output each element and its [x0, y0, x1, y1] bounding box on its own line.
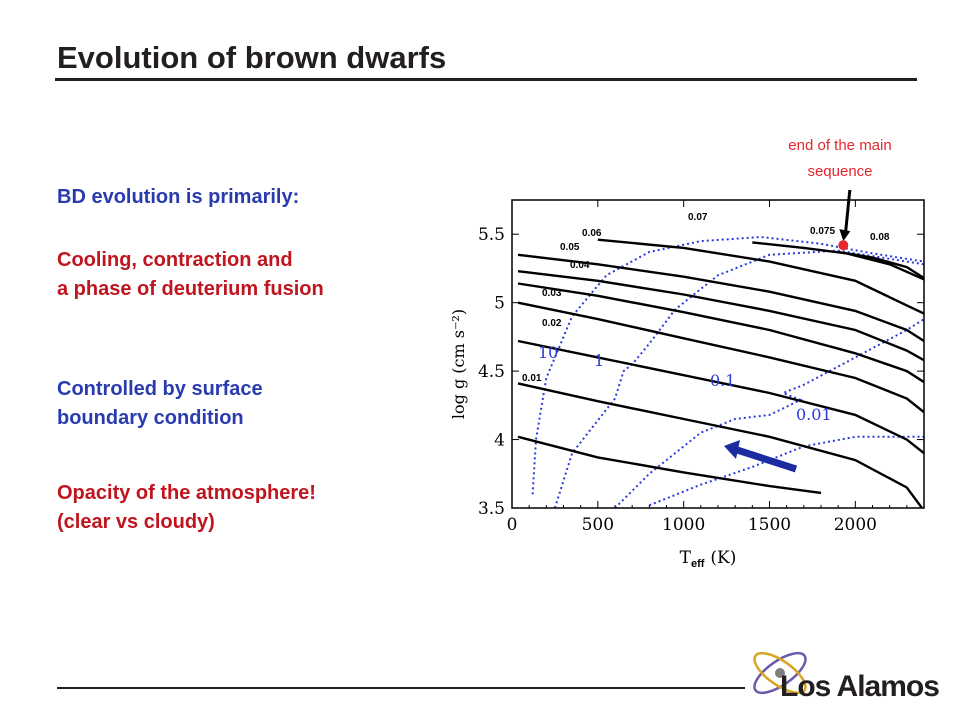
mass-track-label: 0.08 [870, 232, 890, 243]
mass-track-label: 0.06 [582, 228, 602, 239]
point1-line2: a phase of deuterium fusion [57, 278, 324, 300]
mass-track-line [517, 270, 924, 362]
x-tick-label: 500 [582, 515, 614, 535]
isochrone-line [531, 235, 924, 495]
mass-track-label: 0.02 [542, 318, 562, 329]
isochrone-label: 0.1 [710, 371, 735, 390]
mass-track-line [838, 250, 924, 280]
mass-track-label: 0.07 [688, 212, 708, 223]
y-tick-label: 3.5 [478, 499, 505, 519]
time-arrow-label: time [750, 442, 772, 458]
mass-track-label: 0.03 [542, 288, 562, 299]
x-tick-label: 0 [507, 515, 518, 535]
mass-track-label: 0.05 [560, 242, 580, 253]
point2-line1: Controlled by surface [57, 378, 263, 400]
los-alamos-logo-icon [753, 651, 807, 695]
y-tick-label: 4 [494, 431, 505, 451]
isochrone-label: 10 [538, 343, 558, 362]
mass-track-line [597, 238, 924, 315]
slide-title: Evolution of brown dwarfs [57, 40, 447, 75]
mass-track-label: 0.01 [522, 373, 542, 384]
isochrone-label: 0.01 [796, 405, 832, 424]
x-axis-label: Teff (K) [680, 548, 737, 570]
main-sequence-endpoint [838, 240, 849, 251]
annotation-line1: end of the main [788, 137, 892, 154]
logo-wordmark: Los Alamos [780, 670, 940, 703]
annotation-line2: sequence [807, 163, 873, 180]
y-tick-label: 5 [494, 294, 505, 314]
isochrone-label: 1 [594, 351, 604, 370]
title-underline [55, 78, 917, 81]
isochrone-line [553, 249, 924, 508]
isochrone-line [648, 435, 924, 507]
point3-line1: Opacity of the atmosphere! [57, 482, 316, 504]
time-arrow-head [724, 440, 740, 459]
mass-track-label: 0.04 [570, 260, 590, 271]
main-sequence-annotation: end of the main sequence [760, 133, 920, 185]
x-tick-label: 2000 [834, 515, 877, 535]
mass-track-line [517, 435, 822, 495]
y-tick-label: 4.5 [478, 362, 505, 382]
mass-track-label: 0.075 [810, 226, 835, 237]
mass-track-line [517, 382, 924, 508]
mass-track-line [517, 253, 924, 343]
point1-line1: Cooling, contraction and [57, 249, 293, 271]
mass-track-line [517, 339, 924, 455]
brown-dwarf-evolution-chart: 0 500 1000 1500 2000 3.5 4 4.5 5 5.5 Teff (K) log g … [449, 190, 925, 570]
pointer-line [843, 190, 852, 236]
intro-text: BD evolution is primarily: [57, 186, 300, 208]
footer-rule [57, 687, 745, 689]
mass-track-line [517, 282, 924, 384]
y-tick-label: 5.5 [478, 225, 505, 245]
point3-line2: (clear vs cloudy) [57, 511, 215, 533]
pointer-arrowhead [839, 229, 851, 242]
x-tick-label: 1000 [662, 515, 705, 535]
point2-line2: boundary condition [57, 407, 244, 429]
time-arrow-shaft [732, 445, 798, 473]
mass-track-line [517, 301, 924, 414]
plot-frame [511, 199, 925, 509]
y-axis-label: log g (cm s⁻²) [449, 309, 468, 419]
x-tick-label: 1500 [748, 515, 791, 535]
